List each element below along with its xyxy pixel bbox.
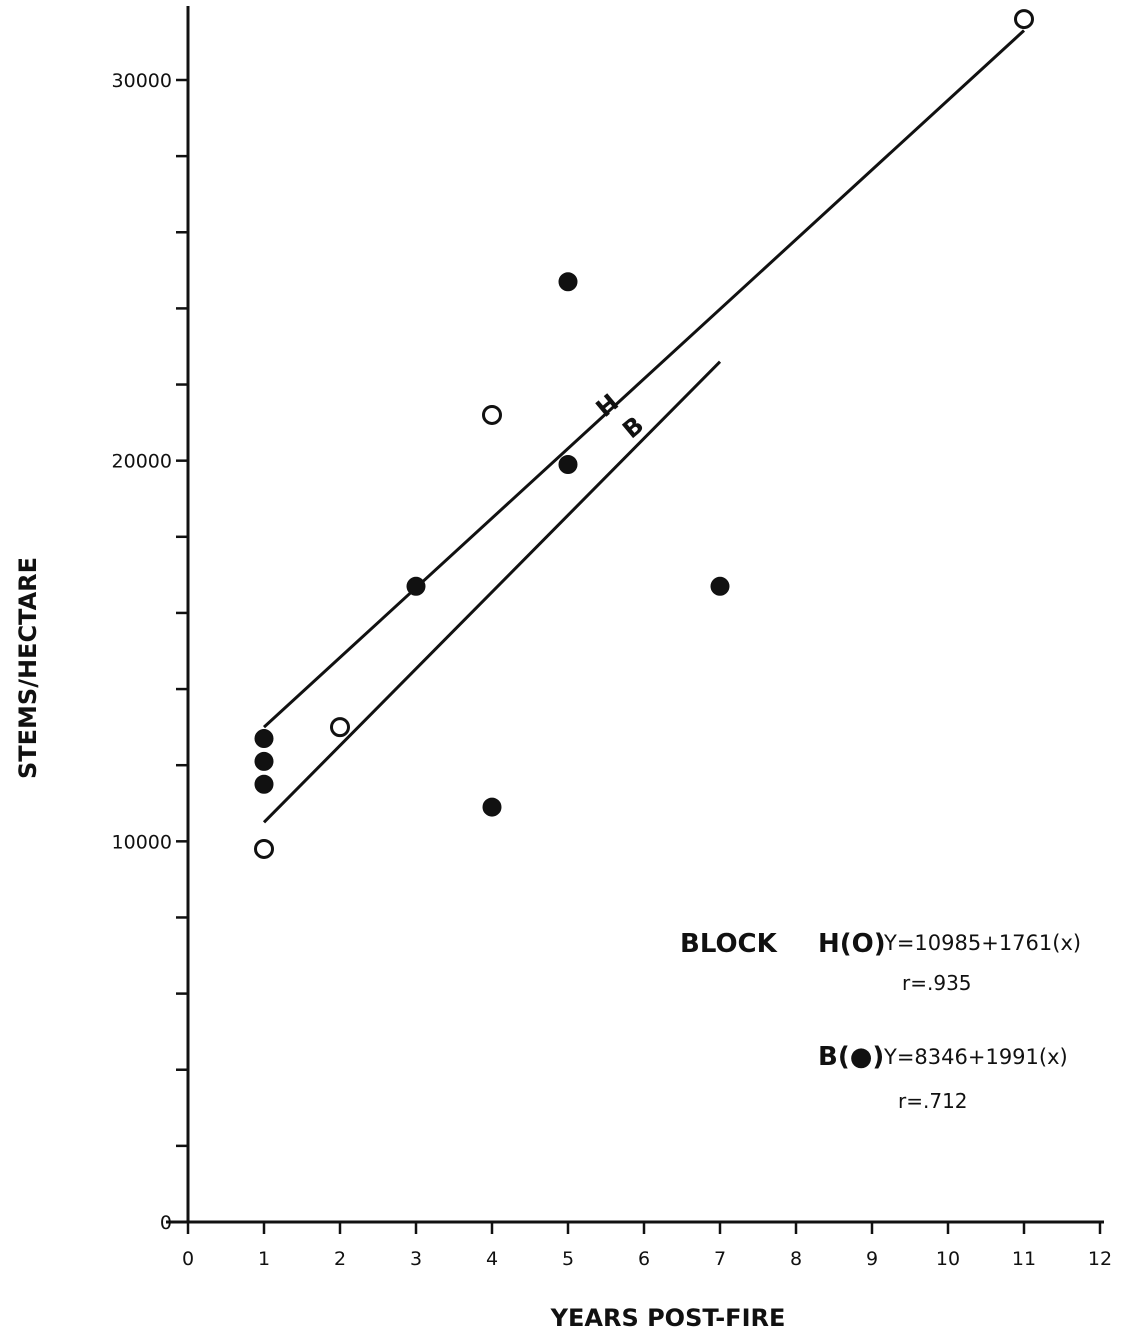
x-tick-label: 0	[182, 1248, 194, 1270]
fit-line-h	[262, 29, 1026, 729]
x-tick-label: 5	[562, 1248, 574, 1270]
legend-equation-h: Y=10985+1761(x)	[883, 931, 1081, 955]
data-point-h	[482, 404, 502, 425]
data-point-b	[254, 729, 274, 749]
data-point-b	[482, 797, 502, 817]
y-tick-label: 10000	[112, 831, 172, 853]
y-tick-label: 20000	[112, 451, 172, 473]
data-point-b	[710, 576, 730, 596]
legend-label-b: B(●)	[818, 1042, 884, 1072]
legend-r-h: r=.935	[902, 971, 972, 995]
x-tick-label: 4	[486, 1248, 498, 1270]
fit-line-label-h: H	[591, 388, 624, 422]
x-axis-title: YEARS POST-FIRE	[550, 1304, 786, 1332]
legend-label-h: H(O)	[818, 929, 886, 959]
x-axis-ticks: 0 1 2 3 4 5 6 7 8 9 10 11 12	[182, 1222, 1112, 1270]
legend: BLOCK H(O) Y=10985+1761(x) r=.935 B(●) Y…	[680, 929, 1081, 1113]
x-tick-label: 7	[714, 1248, 726, 1270]
legend-title: BLOCK	[680, 929, 778, 959]
data-point-h	[330, 717, 350, 738]
x-tick-label: 3	[410, 1248, 422, 1270]
x-tick-label: 1	[258, 1248, 270, 1270]
x-tick-label: 2	[334, 1248, 346, 1270]
x-tick-label: 12	[1088, 1248, 1112, 1270]
data-points	[254, 9, 1034, 859]
legend-r-b: r=.712	[898, 1089, 968, 1113]
data-point-b	[254, 774, 274, 794]
regression-lines	[262, 29, 1026, 824]
fit-line-b	[262, 360, 722, 824]
data-point-h	[254, 838, 274, 859]
data-point-h	[1014, 9, 1034, 30]
x-tick-label: 6	[638, 1248, 650, 1270]
y-tick-label: 30000	[112, 70, 172, 92]
y-tick-label: 0	[160, 1212, 172, 1234]
y-axis-title: STEMS/HECTARE	[14, 557, 42, 779]
x-tick-label: 11	[1012, 1248, 1036, 1270]
x-tick-label: 9	[866, 1248, 878, 1270]
data-point-b	[558, 454, 578, 474]
y-axis-ticks: 0 10000 20000 30000	[112, 70, 188, 1234]
data-point-b	[558, 272, 578, 292]
x-tick-label: 10	[936, 1248, 960, 1270]
data-point-b	[406, 576, 426, 596]
x-tick-label: 8	[790, 1248, 802, 1270]
data-point-b	[254, 751, 274, 771]
legend-equation-b: Y=8346+1991(x)	[883, 1045, 1068, 1069]
